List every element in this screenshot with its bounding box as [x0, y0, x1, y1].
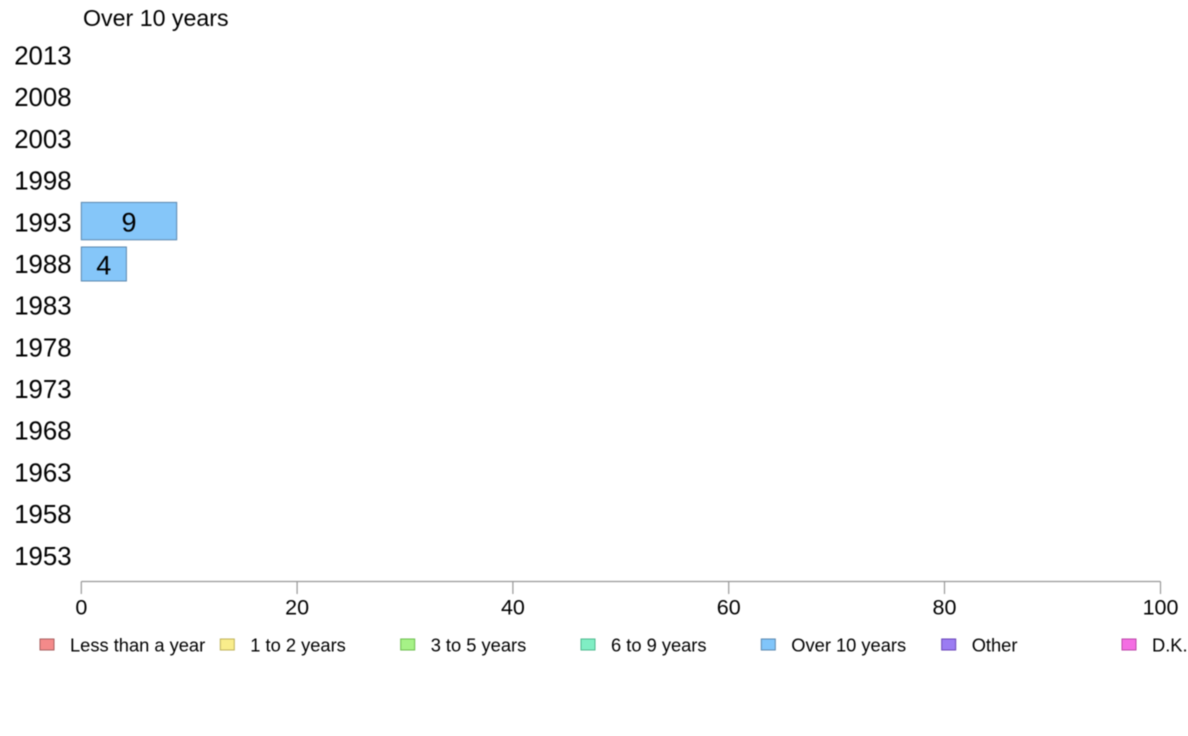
svg-text:2008: 2008: [14, 84, 71, 112]
svg-text:9: 9: [121, 208, 136, 238]
svg-text:0: 0: [75, 595, 87, 619]
svg-text:D.K.: D.K.: [1152, 635, 1188, 656]
svg-text:4: 4: [96, 251, 111, 281]
svg-text:Less than a year: Less than a year: [70, 635, 205, 656]
svg-text:20: 20: [285, 595, 309, 619]
svg-text:1983: 1983: [14, 293, 71, 321]
svg-text:1 to 2 years: 1 to 2 years: [250, 635, 346, 656]
svg-text:1968: 1968: [14, 418, 71, 446]
svg-text:1998: 1998: [14, 168, 71, 196]
svg-text:1958: 1958: [14, 501, 71, 529]
svg-text:80: 80: [933, 595, 957, 619]
svg-text:40: 40: [501, 595, 525, 619]
svg-text:2003: 2003: [14, 126, 71, 154]
svg-text:1953: 1953: [14, 543, 71, 571]
svg-text:Other: Other: [972, 635, 1018, 656]
svg-text:3 to 5 years: 3 to 5 years: [431, 635, 527, 656]
svg-text:1993: 1993: [14, 209, 71, 237]
svg-text:1973: 1973: [14, 376, 71, 404]
svg-text:6 to 9 years: 6 to 9 years: [611, 635, 707, 656]
svg-text:Over 10 years: Over 10 years: [83, 5, 229, 31]
svg-text:1978: 1978: [14, 334, 71, 362]
svg-text:100: 100: [1143, 595, 1179, 619]
svg-text:1963: 1963: [14, 459, 71, 487]
svg-text:Over 10 years: Over 10 years: [791, 635, 906, 656]
svg-text:1988: 1988: [14, 251, 71, 279]
svg-text:2013: 2013: [14, 43, 71, 71]
svg-text:60: 60: [717, 595, 741, 619]
